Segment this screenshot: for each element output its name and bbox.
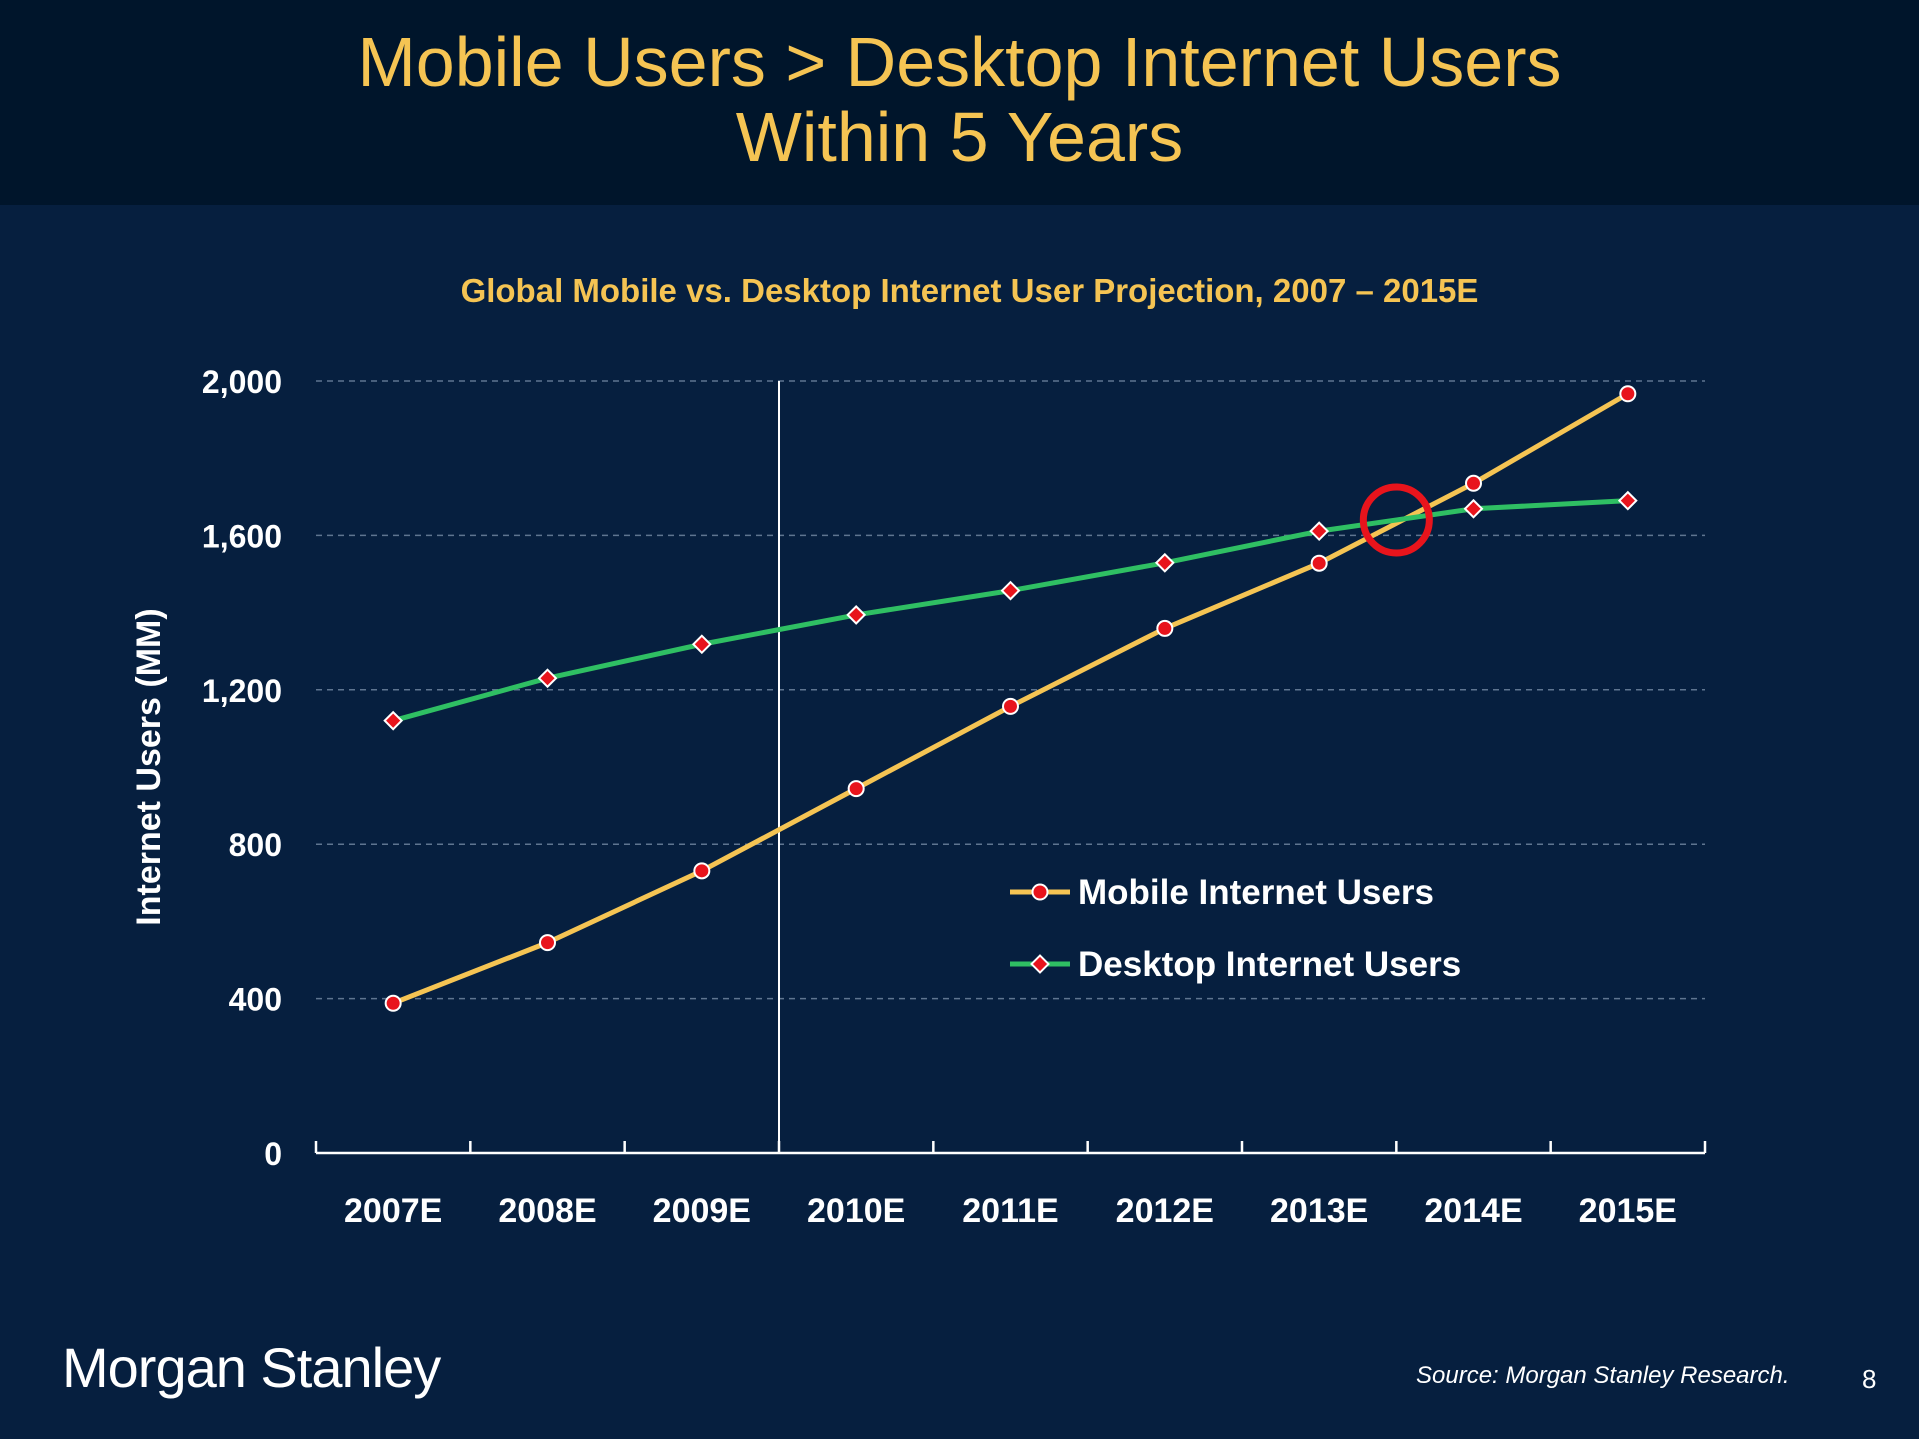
data-point-desktop [1154,552,1175,573]
data-point-mobile [1002,697,1019,715]
data-point-desktop [1000,580,1021,601]
y-tick-label: 800 [229,827,282,863]
x-tick-label: 2013E [1270,1192,1368,1230]
data-point-mobile [1310,554,1328,572]
series-line-desktop [392,498,1628,724]
title-banner [0,0,1919,205]
x-tick-label: 2011E [962,1192,1058,1230]
data-point-desktop [1309,521,1330,542]
chart-title: Global Mobile vs. Desktop Internet User … [460,272,1479,309]
source-note: Source: Morgan Stanley Research. [1416,1362,1790,1389]
slide-title-line-2: Within 5 Years [735,98,1184,176]
data-point-mobile [1156,619,1174,637]
x-tick-label: 2012E [1116,1192,1214,1230]
data-point-desktop [383,710,404,731]
data-point-mobile [1619,385,1637,403]
data-point-desktop [1463,498,1484,519]
x-tick-label: 2009E [653,1192,751,1230]
data-point-desktop [846,605,867,625]
brand-logo: Morgan Stanley [62,1336,441,1399]
legend-label: Desktop Internet Users [1078,945,1461,984]
y-tick-label: 0 [264,1136,282,1172]
x-tick-label: 2007E [344,1192,442,1230]
crossover-highlight-circle [1359,483,1433,557]
data-point-mobile [384,994,402,1012]
data-point-desktop [537,668,558,689]
y-tick-label: 1,600 [202,518,282,554]
data-point-mobile [693,862,711,880]
slide-title-line-1: Mobile Users > Desktop Internet Users [357,23,1562,101]
y-tick-label: 2,000 [202,364,282,400]
legend-marker [1031,883,1049,901]
legend-marker [1030,954,1050,974]
data-point-desktop [691,634,712,655]
y-axis-label: Internet Users (MM) [130,608,168,925]
x-tick-label: 2014E [1424,1192,1522,1230]
data-point-mobile [1465,474,1482,492]
y-tick-label: 400 [229,982,282,1018]
data-point-desktop [1617,490,1638,511]
x-tick-label: 2008E [498,1192,596,1230]
page-number: 8 [1862,1364,1877,1394]
x-tick-label: 2010E [807,1192,905,1230]
data-point-mobile [847,780,865,798]
legend-label: Mobile Internet Users [1078,873,1434,912]
data-point-mobile [539,934,556,952]
x-tick-label: 2015E [1579,1192,1677,1230]
y-tick-label: 1,200 [202,673,282,709]
